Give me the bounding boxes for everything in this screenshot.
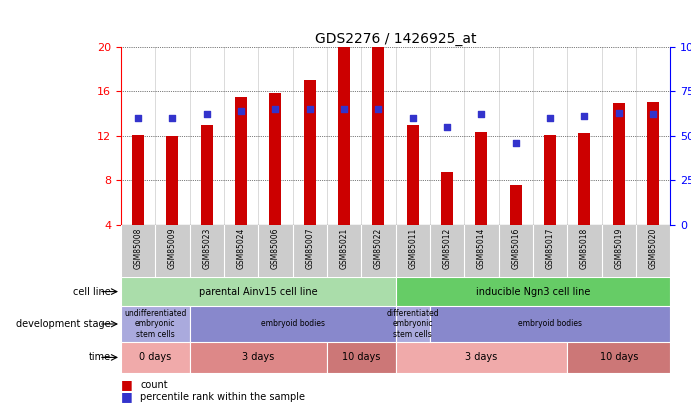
- Point: [476, 111, 487, 117]
- Point: [167, 115, 178, 121]
- Point: [201, 111, 212, 117]
- Text: 0 days: 0 days: [139, 352, 171, 362]
- Point: [339, 106, 350, 112]
- Text: percentile rank within the sample: percentile rank within the sample: [140, 392, 305, 402]
- Point: [442, 124, 453, 130]
- Text: ■: ■: [121, 378, 133, 391]
- Text: GSM85011: GSM85011: [408, 228, 417, 269]
- Text: parental Ainv15 cell line: parental Ainv15 cell line: [199, 287, 318, 296]
- Bar: [189, 306, 395, 342]
- Bar: [430, 306, 670, 342]
- Text: GSM85022: GSM85022: [374, 228, 383, 269]
- Bar: [327, 342, 395, 373]
- Bar: [578, 134, 590, 225]
- Text: 10 days: 10 days: [600, 352, 638, 362]
- Text: 3 days: 3 days: [242, 352, 274, 362]
- Text: GSM85018: GSM85018: [580, 228, 589, 269]
- Bar: [338, 47, 350, 225]
- Text: embryoid bodies: embryoid bodies: [261, 320, 325, 328]
- Bar: [613, 103, 625, 225]
- Text: ■: ■: [121, 390, 133, 403]
- Bar: [510, 185, 522, 225]
- Text: GSM85006: GSM85006: [271, 228, 280, 269]
- Text: 3 days: 3 days: [465, 352, 498, 362]
- Text: GSM85019: GSM85019: [614, 228, 623, 269]
- Text: GSM85009: GSM85009: [168, 228, 177, 269]
- Bar: [395, 306, 430, 342]
- Text: time: time: [88, 352, 111, 362]
- Text: GSM85012: GSM85012: [443, 228, 452, 269]
- Bar: [121, 277, 395, 306]
- Point: [613, 109, 624, 116]
- Text: count: count: [140, 380, 168, 390]
- Text: GSM85016: GSM85016: [511, 228, 520, 269]
- Point: [133, 115, 144, 121]
- Bar: [544, 134, 556, 225]
- Bar: [567, 342, 670, 373]
- Text: GSM85023: GSM85023: [202, 228, 211, 269]
- Bar: [395, 277, 670, 306]
- Bar: [167, 136, 178, 225]
- Bar: [121, 342, 189, 373]
- Text: 10 days: 10 days: [342, 352, 381, 362]
- Title: GDS2276 / 1426925_at: GDS2276 / 1426925_at: [315, 32, 476, 45]
- Bar: [395, 342, 567, 373]
- Bar: [269, 93, 281, 225]
- Bar: [372, 47, 384, 225]
- Bar: [132, 134, 144, 225]
- Point: [270, 106, 281, 112]
- Text: GSM85008: GSM85008: [133, 228, 142, 269]
- Text: differentiated
embryonic
stem cells: differentiated embryonic stem cells: [386, 309, 439, 339]
- Bar: [647, 102, 659, 225]
- Point: [647, 111, 659, 117]
- Text: GSM85021: GSM85021: [339, 228, 348, 269]
- Text: cell line: cell line: [73, 287, 111, 296]
- Bar: [121, 306, 189, 342]
- Bar: [304, 80, 316, 225]
- Text: inducible Ngn3 cell line: inducible Ngn3 cell line: [475, 287, 590, 296]
- Bar: [235, 97, 247, 225]
- Bar: [407, 125, 419, 225]
- Text: GSM85007: GSM85007: [305, 228, 314, 269]
- Bar: [201, 125, 213, 225]
- Text: GSM85024: GSM85024: [236, 228, 245, 269]
- Text: GSM85020: GSM85020: [649, 228, 658, 269]
- Text: embryoid bodies: embryoid bodies: [518, 320, 582, 328]
- Point: [407, 115, 418, 121]
- Point: [510, 140, 521, 146]
- Text: development stage: development stage: [16, 319, 111, 329]
- Bar: [475, 132, 487, 225]
- Point: [373, 106, 384, 112]
- Point: [579, 113, 590, 119]
- Text: GSM85014: GSM85014: [477, 228, 486, 269]
- Point: [545, 115, 556, 121]
- Point: [236, 107, 247, 114]
- Bar: [441, 173, 453, 225]
- Point: [304, 106, 315, 112]
- Text: undifferentiated
embryonic
stem cells: undifferentiated embryonic stem cells: [124, 309, 187, 339]
- Bar: [189, 342, 327, 373]
- Text: GSM85017: GSM85017: [546, 228, 555, 269]
